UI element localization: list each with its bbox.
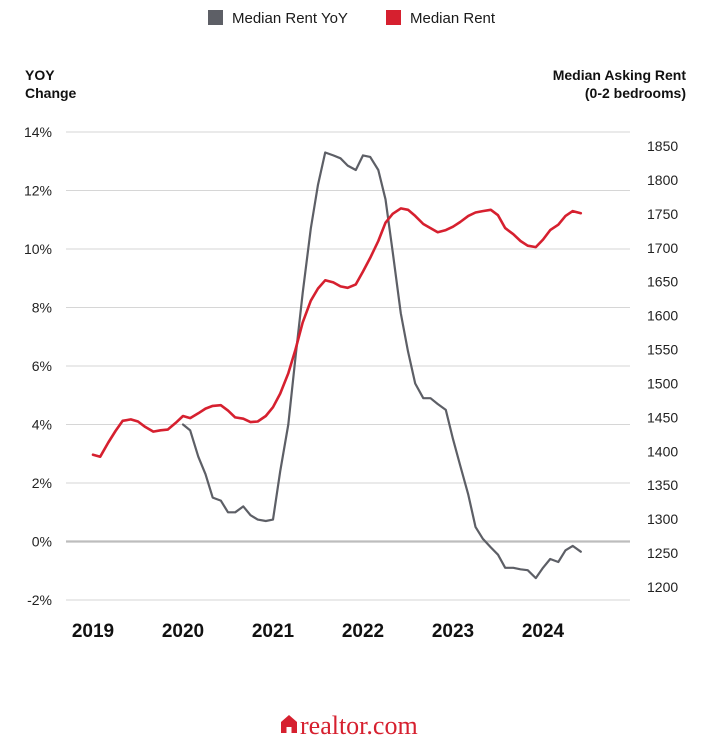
right-axis-title-line2: (0-2 bedrooms) — [585, 85, 686, 101]
right-tick-label: 1850 — [647, 138, 678, 154]
left-tick-label: -2% — [27, 592, 52, 608]
left-tick-label: 4% — [32, 417, 52, 433]
right-tick-label: 1750 — [647, 206, 678, 222]
right-tick-label: 1600 — [647, 308, 678, 324]
gridlines — [66, 131, 630, 601]
legend: Median Rent YoY Median Rent — [208, 10, 496, 27]
left-tick-label: 14% — [24, 124, 52, 140]
right-tick-label: 1200 — [647, 579, 678, 595]
realtor-logo: realtor.com — [281, 711, 418, 740]
legend-label-median-rent-yoy: Median Rent YoY — [232, 10, 348, 27]
legend-swatch-median-rent-yoy — [208, 10, 223, 25]
series-lines — [91, 151, 583, 580]
left-axis-ticks: -2% 0% 2% 4% 6% 8% 10% 12% 14% — [24, 124, 52, 608]
x-tick-label: 2022 — [342, 621, 384, 642]
right-tick-label: 1250 — [647, 545, 678, 561]
left-tick-label: 2% — [32, 475, 52, 491]
right-tick-label: 1650 — [647, 274, 678, 290]
legend-label-median-rent: Median Rent — [410, 10, 496, 27]
left-axis-title-line2: Change — [25, 85, 77, 101]
left-axis-title-line1: YOY — [25, 67, 55, 83]
x-tick-label: 2023 — [432, 621, 474, 642]
legend-swatch-median-rent — [386, 10, 401, 25]
right-tick-label: 1400 — [647, 443, 678, 459]
series-line-median-rent-yoy — [181, 151, 582, 580]
x-tick-label: 2020 — [162, 621, 204, 642]
left-tick-label: 6% — [32, 358, 52, 374]
x-tick-label: 2024 — [522, 621, 565, 642]
brand-text: realtor.com — [300, 711, 418, 740]
x-tick-label: 2021 — [252, 621, 295, 642]
series-line-median-rent — [91, 207, 583, 458]
right-axis-title-line1: Median Asking Rent — [553, 67, 687, 83]
right-tick-label: 1450 — [647, 409, 678, 425]
left-tick-label: 10% — [24, 241, 52, 257]
left-tick-label: 12% — [24, 183, 52, 199]
right-tick-label: 1500 — [647, 375, 678, 391]
right-axis-ticks: 1200 1250 1300 1350 1400 1450 1500 1550 1600 1650… — [647, 138, 678, 595]
left-tick-label: 8% — [32, 300, 52, 316]
x-axis-ticks: 2019 2020 2021 2022 2023 2024 — [72, 621, 565, 642]
right-tick-label: 1550 — [647, 342, 678, 358]
left-tick-label: 0% — [32, 534, 52, 550]
right-tick-label: 1350 — [647, 477, 678, 493]
house-icon — [281, 715, 297, 733]
right-tick-label: 1700 — [647, 240, 678, 256]
right-tick-label: 1800 — [647, 172, 678, 188]
x-tick-label: 2019 — [72, 621, 114, 642]
right-tick-label: 1300 — [647, 511, 678, 527]
